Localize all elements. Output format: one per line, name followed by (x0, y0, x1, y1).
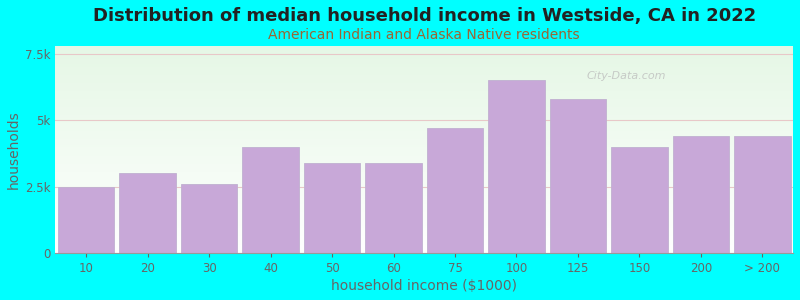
Bar (242, 147, 299, 253)
Text: City-Data.com: City-Data.com (586, 71, 666, 81)
Bar (550, 99, 606, 253)
X-axis label: household income ($1000): household income ($1000) (331, 279, 518, 293)
Bar (181, 184, 238, 253)
Bar (366, 163, 422, 253)
Bar (488, 80, 545, 253)
Y-axis label: households: households (7, 110, 21, 189)
Bar (119, 173, 176, 253)
Bar (58, 187, 114, 253)
Title: Distribution of median household income in Westside, CA in 2022: Distribution of median household income … (93, 7, 756, 25)
Bar (734, 136, 790, 253)
Bar (304, 163, 360, 253)
Text: American Indian and Alaska Native residents: American Indian and Alaska Native reside… (269, 28, 580, 42)
Bar (611, 147, 668, 253)
Bar (426, 128, 483, 253)
Bar (673, 136, 729, 253)
